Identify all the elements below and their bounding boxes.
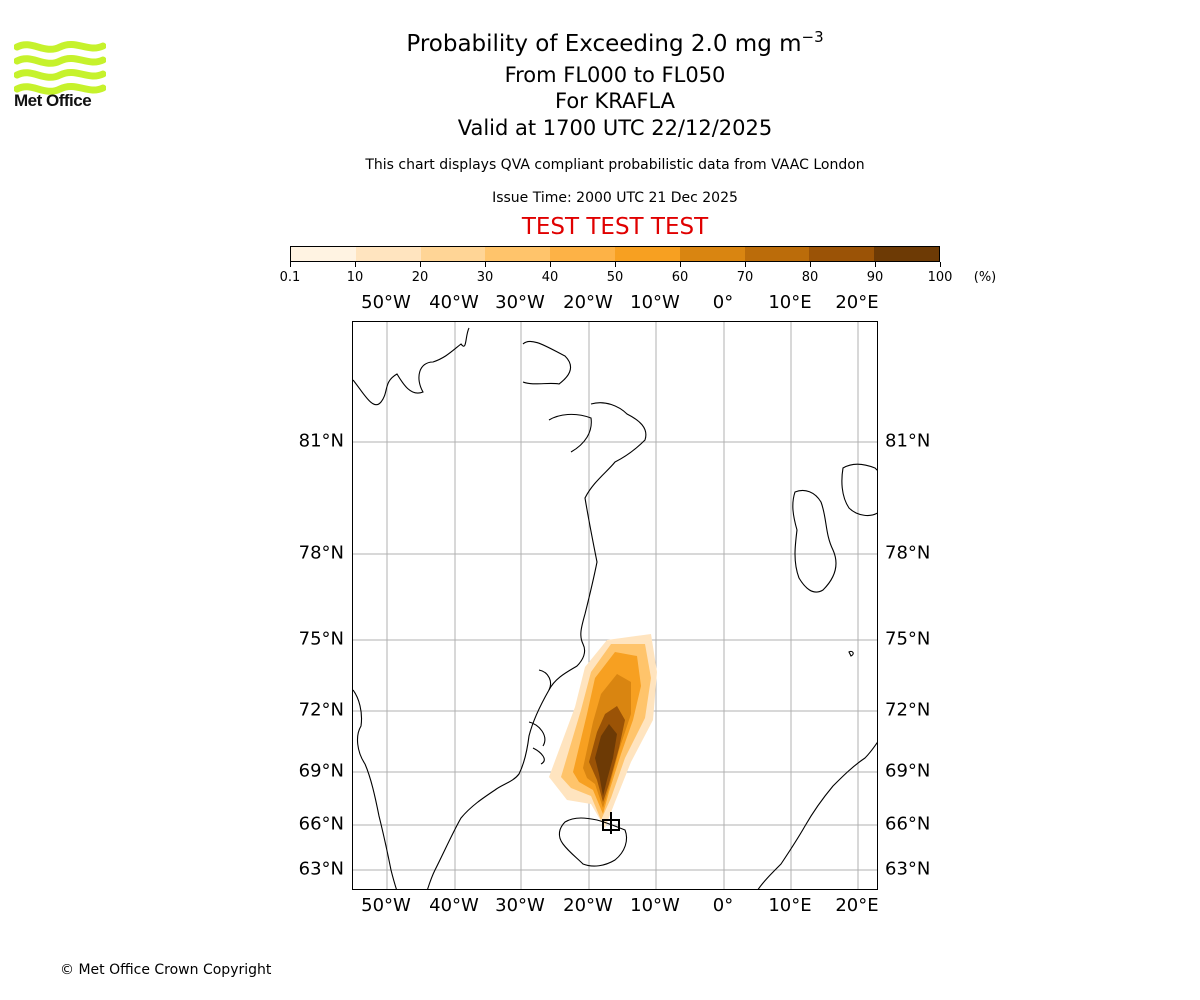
coastlines — [353, 327, 877, 889]
title-exponent: −3 — [801, 28, 824, 46]
colorbar-segment — [809, 247, 875, 261]
colorbar-segment — [874, 247, 939, 261]
colorbar-segment — [550, 247, 615, 261]
plume-level-90 — [595, 724, 617, 796]
lat-label-right: 63°N — [885, 858, 931, 880]
colorbar-tick-label: 0.1 — [279, 270, 301, 285]
colorbar-tick-label: 80 — [801, 270, 819, 285]
valid-time: Valid at 1700 UTC 22/12/2025 — [457, 116, 773, 140]
issue-time: Issue Time: 2000 UTC 21 Dec 2025 — [492, 190, 738, 206]
greenland-coast — [353, 327, 647, 889]
test-banner: TEST TEST TEST — [521, 214, 709, 240]
colorbar-tick-label: 90 — [866, 270, 884, 285]
colorbar-tick — [355, 262, 356, 267]
lon-label-top: 10°W — [630, 292, 680, 313]
probability-colorbar — [290, 246, 940, 262]
colorbar-segment — [744, 247, 810, 261]
colorbar-tick — [940, 262, 941, 267]
met-office-logo — [14, 40, 106, 95]
colorbar-tick-label: 20 — [411, 270, 429, 285]
chart-title: Probability of Exceeding 2.0 mg m−3 — [0, 28, 1200, 57]
jan-mayen — [848, 650, 854, 657]
lat-label-left: 78°N — [298, 542, 344, 564]
lon-label-top: 20°W — [563, 292, 613, 313]
colorbar-tick-label: 30 — [476, 270, 494, 285]
lon-label-top: 0° — [712, 292, 734, 313]
logo-waves-icon — [14, 40, 106, 95]
colorbar-segment — [485, 247, 551, 261]
lon-label-top: 30°W — [495, 292, 545, 313]
norway-coast — [757, 742, 877, 889]
chart-description: This chart displays QVA compliant probab… — [365, 157, 865, 173]
colorbar-unit: (%) — [973, 270, 997, 285]
volcano-name: For KRAFLA — [555, 89, 675, 113]
lat-label-left: 66°N — [298, 813, 344, 835]
colorbar-tick-label: 100 — [927, 270, 953, 285]
map-canvas — [353, 322, 877, 889]
lon-label-bot: 20°E — [835, 895, 879, 916]
lat-label-right: 81°N — [885, 430, 931, 452]
colorbar-segment — [679, 247, 745, 261]
colorbar-segment — [355, 247, 421, 261]
lat-label-left: 63°N — [298, 858, 344, 880]
volcano-marker-icon — [602, 812, 620, 834]
map-frame[interactable] — [352, 321, 878, 890]
lon-label-bot: 10°E — [768, 895, 812, 916]
lon-label-top: 10°E — [768, 292, 812, 313]
colorbar-segment — [291, 247, 356, 261]
lon-label-top: 20°E — [835, 292, 879, 313]
lon-label-top: 40°W — [429, 292, 479, 313]
lon-label-bot: 40°W — [429, 895, 479, 916]
colorbar-tick — [420, 262, 421, 267]
colorbar-tick — [550, 262, 551, 267]
colorbar-tick — [875, 262, 876, 267]
lat-label-left: 81°N — [298, 430, 344, 452]
lon-label-bot: 50°W — [361, 895, 411, 916]
lon-label-bot: 20°W — [563, 895, 613, 916]
colorbar-tick — [615, 262, 616, 267]
lon-label-bot: 0° — [712, 895, 734, 916]
copyright-notice: © Met Office Crown Copyright — [60, 962, 272, 978]
lat-label-left: 75°N — [298, 628, 344, 650]
lon-label-top: 50°W — [361, 292, 411, 313]
lat-label-left: 72°N — [298, 699, 344, 721]
colorbar-tick-label: 60 — [671, 270, 689, 285]
colorbar-tick — [485, 262, 486, 267]
lat-label-right: 78°N — [885, 542, 931, 564]
level-range: From FL000 to FL050 — [504, 63, 726, 87]
colorbar-segment — [614, 247, 680, 261]
lon-label-bot: 30°W — [495, 895, 545, 916]
map-gridlines — [353, 322, 877, 889]
lat-label-right: 75°N — [885, 628, 931, 650]
colorbar-tick-label: 50 — [606, 270, 624, 285]
colorbar-tick — [745, 262, 746, 267]
greenland-west-coast — [353, 669, 552, 889]
title-main: Probability of Exceeding 2.0 mg m — [406, 31, 802, 57]
lat-label-right: 69°N — [885, 760, 931, 782]
colorbar-segment — [420, 247, 486, 261]
lat-label-right: 72°N — [885, 699, 931, 721]
colorbar-tick-label: 10 — [346, 270, 364, 285]
colorbar-tick — [680, 262, 681, 267]
logo-text: Met Office — [14, 91, 92, 110]
lon-label-bot: 10°W — [630, 895, 680, 916]
iceland-coast — [558, 817, 628, 867]
colorbar-tick — [290, 262, 291, 267]
svalbard-coast — [792, 463, 877, 593]
lat-label-right: 66°N — [885, 813, 931, 835]
colorbar-tick-label: 40 — [541, 270, 559, 285]
colorbar-tick — [810, 262, 811, 267]
colorbar-tick-label: 70 — [736, 270, 754, 285]
lat-label-left: 69°N — [298, 760, 344, 782]
ash-probability-plume — [549, 634, 657, 828]
